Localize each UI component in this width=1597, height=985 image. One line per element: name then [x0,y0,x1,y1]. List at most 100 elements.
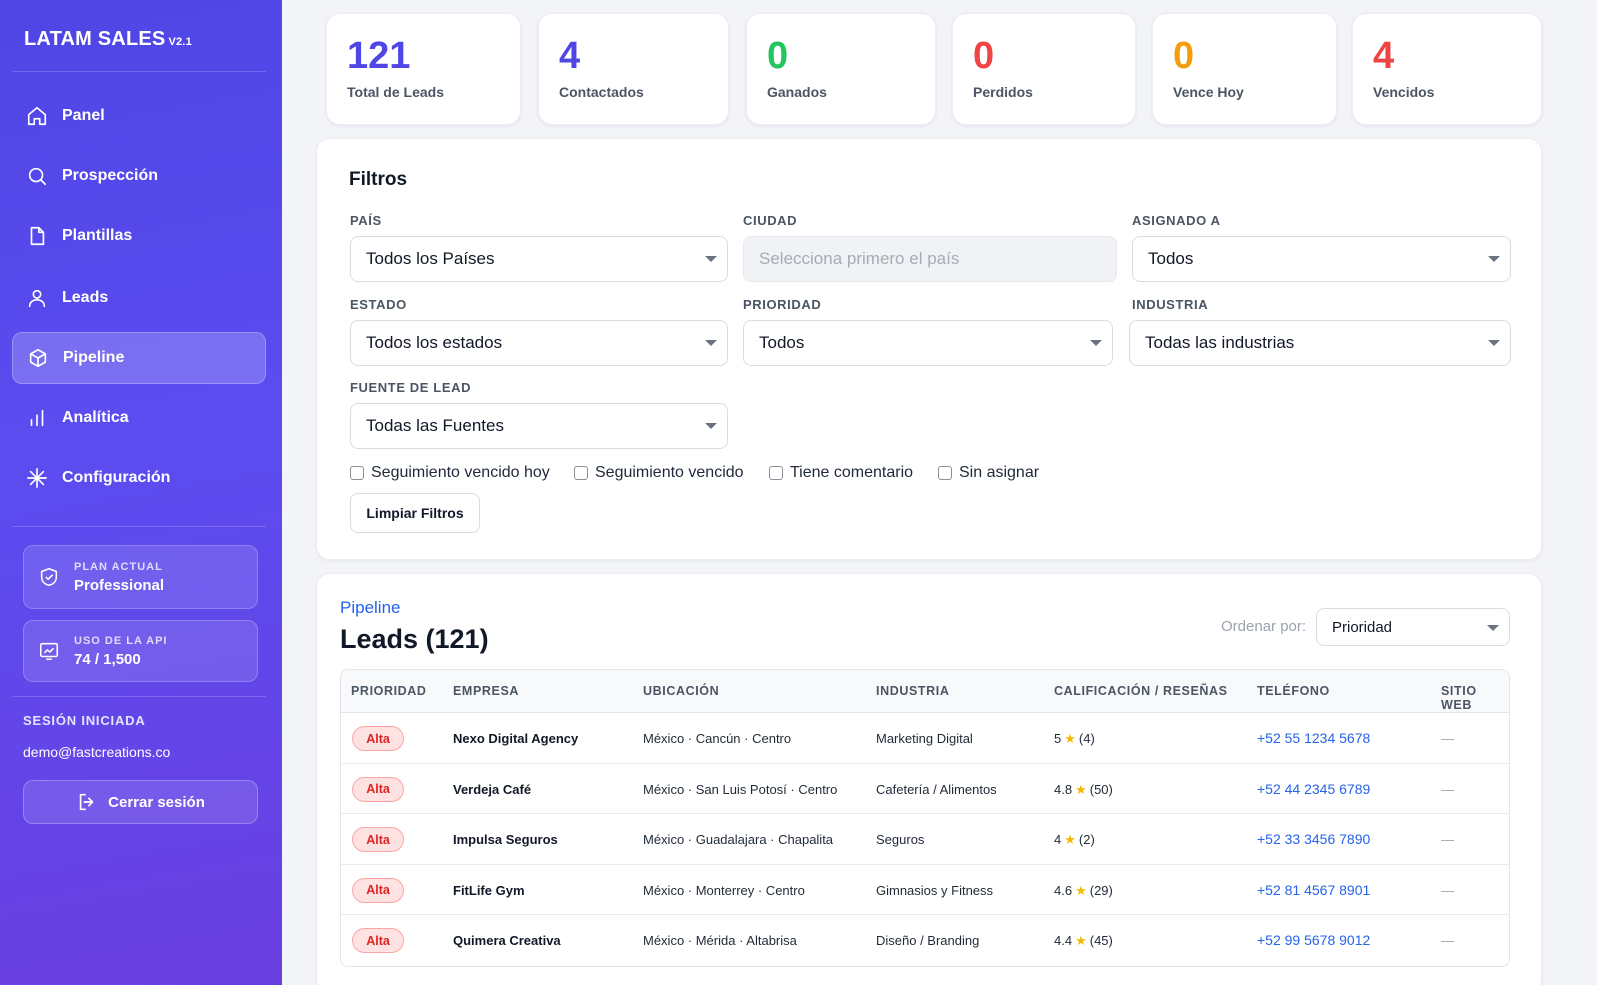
table-row[interactable]: Alta Nexo Digital Agency México · Cancún… [341,713,1509,764]
company-name[interactable]: FitLife Gym [453,882,525,898]
table-row[interactable]: Alta FitLife Gym México · Monterrey · Ce… [341,864,1509,915]
logout-button[interactable]: Cerrar sesión [23,780,258,824]
check-sin-asignar[interactable]: Sin asignar [938,464,1039,482]
checkbox[interactable] [938,466,952,480]
stat-value: 4 [559,35,581,77]
star-icon: ★ [1064,731,1076,746]
checkbox[interactable] [769,466,783,480]
divider [12,696,266,697]
review-count: (50) [1089,781,1113,797]
company-name[interactable]: Nexo Digital Agency [453,731,579,746]
stat-value: 121 [347,35,411,77]
company-name[interactable]: Impulsa Seguros [453,832,558,847]
column-header[interactable]: INDUSTRIA [876,684,950,698]
priority-badge: Alta [352,827,404,852]
sort-label: Ordenar por: [1221,618,1307,635]
ciudad-select[interactable]: Selecciona primero el país [743,236,1117,282]
priority-badge: Alta [352,928,404,953]
fuente-label: FUENTE DE LEAD [350,380,472,395]
stat-label: Ganados [767,83,827,100]
nav-item-prospeccion[interactable]: Prospección [12,150,266,202]
phone-link[interactable]: +52 55 1234 5678 [1257,730,1371,746]
api-label: USO DE LA API [74,634,168,647]
rating: 4 ★ (2) [1054,832,1095,848]
website: — [1441,781,1454,797]
checkbox[interactable] [350,466,364,480]
session-email: demo@fastcreations.co [23,744,171,760]
sparkle-icon [27,468,47,488]
table-row[interactable]: Alta Quimera Creativa México · Mérida · … [341,915,1509,966]
estado-select[interactable]: Todos los estados [350,320,728,366]
column-header[interactable]: CALIFICACIÓN / RESEÑAS [1054,684,1228,698]
industria-label: INDUSTRIA [1132,297,1209,312]
check-seguimiento-vencido-hoy[interactable]: Seguimiento vencido hoy [350,464,550,482]
pais-label: PAÍS [350,213,382,228]
table-row[interactable]: Alta Impulsa Seguros México · Guadalajar… [341,814,1509,865]
table-header: PRIORIDAD EMPRESA UBICACIÓN INDUSTRIA CA… [341,670,1509,713]
home-icon [27,106,47,126]
column-header[interactable]: UBICACIÓN [643,684,720,698]
nav-label: Panel [62,107,105,124]
column-header[interactable]: PRIORIDAD [351,684,427,698]
industry: Gimnasios y Fitness [876,882,994,898]
rating-value: 4.4 [1054,933,1073,948]
checkbox[interactable] [574,466,588,480]
ciudad-placeholder: Selecciona primero el país [759,249,960,268]
nav-item-plantillas[interactable]: Plantillas [12,210,266,262]
fuente-select[interactable]: Todas las Fuentes [350,403,728,449]
nav-label: Configuración [62,469,171,486]
industria-select[interactable]: Todas las industrias [1129,320,1511,366]
logout-icon [79,793,94,811]
check-tiene-comentario[interactable]: Tiene comentario [769,464,913,482]
column-header[interactable]: SITIO WEB [1441,684,1477,712]
phone-link[interactable]: +52 81 4567 8901 [1257,881,1371,898]
estado-value: Todos los estados [366,333,503,352]
ciudad-label: CIUDAD [743,213,798,228]
nav-item-panel[interactable]: Panel [12,90,266,142]
review-count: (2) [1078,832,1095,847]
rating: 4.6 ★ (29) [1054,883,1113,899]
stat-total-leads: 121 Total de Leads [326,13,521,125]
nav-item-configuracion[interactable]: Configuración [12,452,266,504]
phone-link[interactable]: +52 44 2345 6789 [1257,780,1371,797]
prioridad-value: Todos [759,333,805,352]
nav-label: Prospección [62,167,159,184]
filters-title: Filtros [349,169,408,190]
monitor-chart-icon [39,642,59,661]
stat-label: Contactados [559,83,644,100]
prioridad-select[interactable]: Todos [743,320,1113,366]
sort-select[interactable]: Prioridad [1316,608,1510,646]
star-icon: ★ [1075,882,1087,898]
table-row[interactable]: Alta Verdeja Café México · San Luis Poto… [341,763,1509,814]
nav-item-leads[interactable]: Leads [12,272,266,324]
phone-link[interactable]: +52 33 3456 7890 [1257,831,1371,847]
nav-label: Pipeline [63,349,125,366]
phone-link[interactable]: +52 99 5678 9012 [1257,932,1371,948]
stat-value: 0 [1173,35,1195,77]
nav-item-pipeline[interactable]: Pipeline [12,332,266,384]
pais-select[interactable]: Todos los Países [350,236,728,282]
industry: Diseño / Branding [876,933,980,948]
pais-value: Todos los Países [366,249,495,268]
divider [12,71,266,72]
rating: 4.8 ★ (50) [1054,782,1113,798]
star-icon: ★ [1064,832,1076,847]
rating-value: 4.6 [1054,882,1073,898]
review-count: (4) [1078,731,1095,746]
search-icon [28,167,47,186]
location: México · Guadalajara · Chapalita [643,832,834,847]
check-seguimiento-vencido[interactable]: Seguimiento vencido [574,464,744,482]
shield-check-icon [40,567,58,587]
location: México · Mérida · Altabrisa [643,933,797,948]
nav-item-analitica[interactable]: Analítica [12,392,266,444]
company-name[interactable]: Quimera Creativa [453,933,561,948]
rating: 4.4 ★ (45) [1054,933,1113,949]
company-name[interactable]: Verdeja Café [453,781,532,797]
pipeline-panel: Pipeline Leads (121) Ordenar por: Priori… [316,573,1542,985]
column-header[interactable]: EMPRESA [453,684,520,698]
clear-filters-button[interactable]: Limpiar Filtros [350,493,480,533]
stat-perdidos: 0 Perdidos [952,13,1136,125]
brand-logo: LATAM SALES V2.1 [24,28,192,51]
column-header[interactable]: TELÉFONO [1257,684,1330,698]
asignado-select[interactable]: Todos [1132,236,1511,282]
